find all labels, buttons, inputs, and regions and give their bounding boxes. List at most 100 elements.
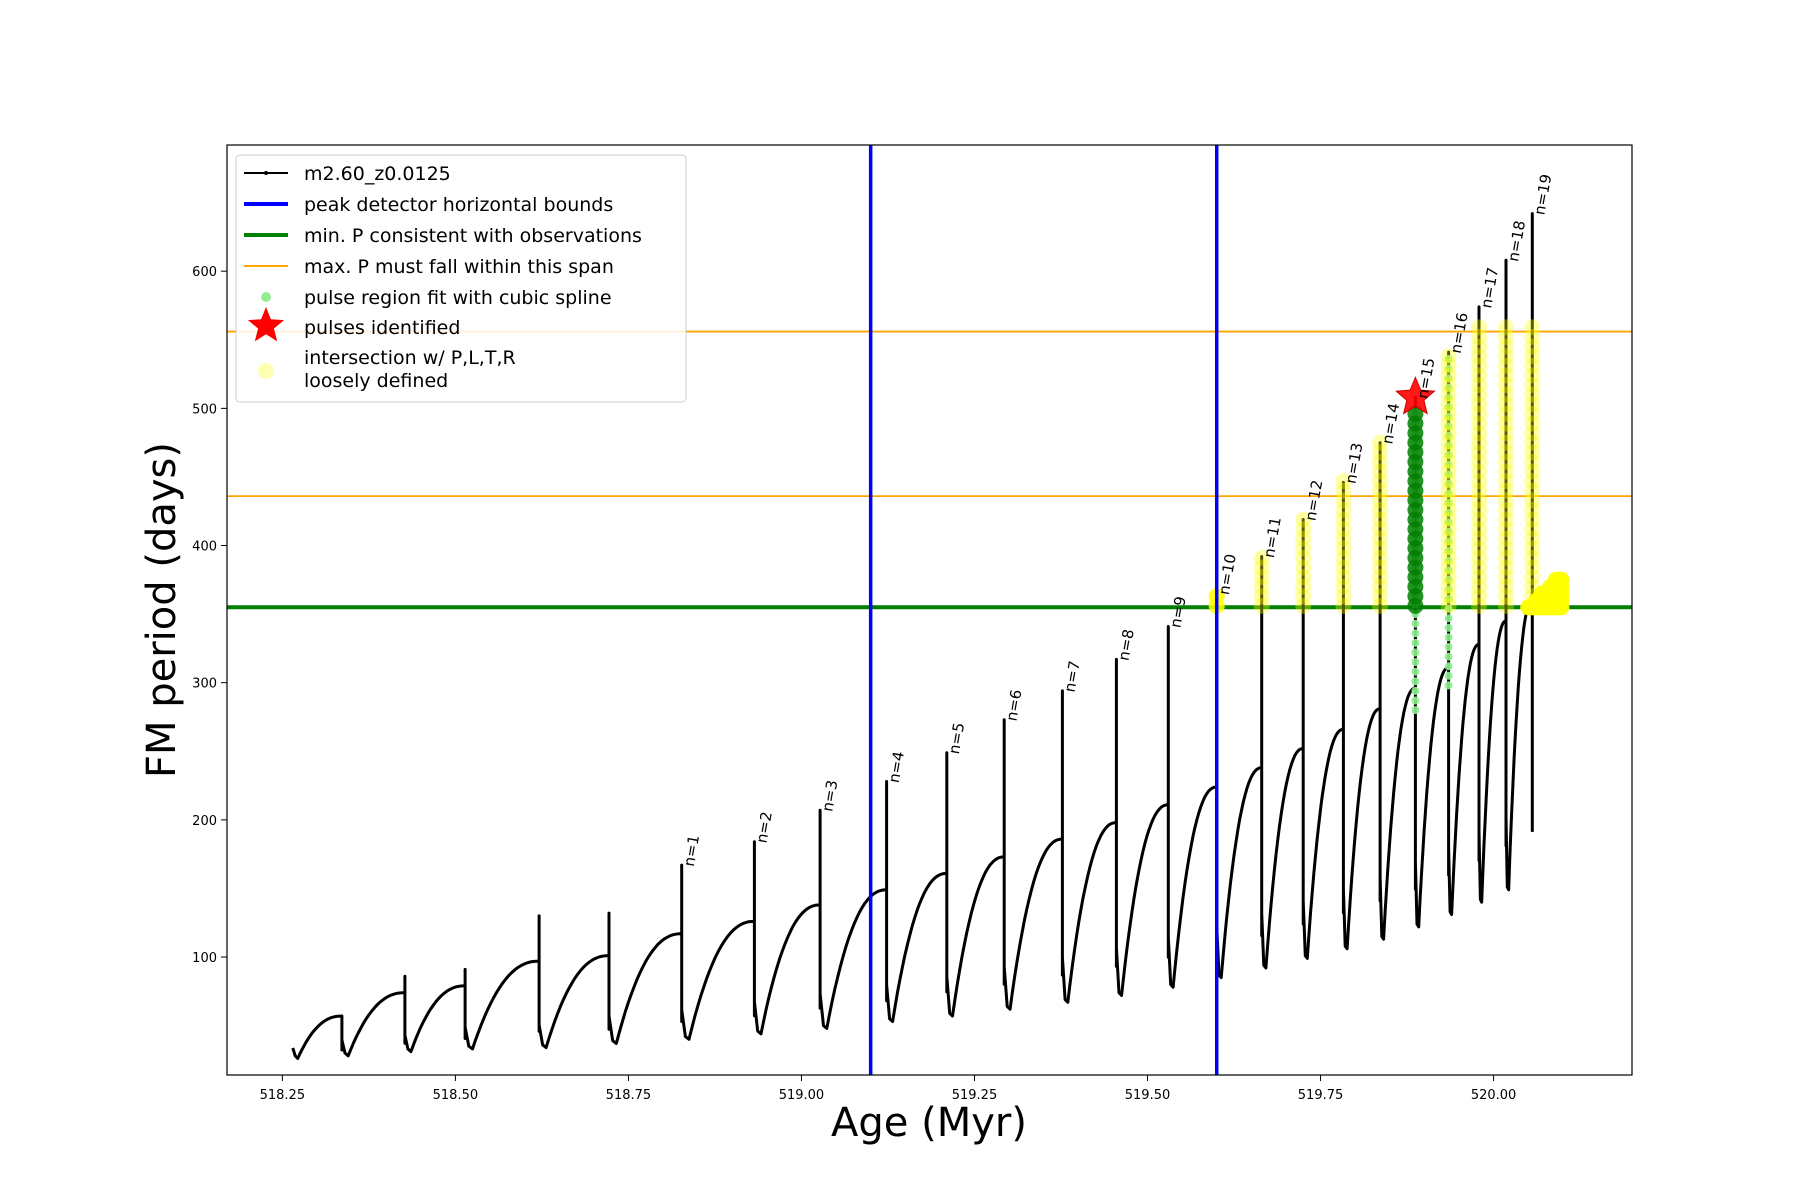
- intersection-point: [1471, 405, 1487, 422]
- spline-point: [1444, 652, 1453, 661]
- intersection-point: [1440, 530, 1457, 547]
- intersection-point: [1498, 463, 1514, 480]
- series-line-m2.60_z0.0125: [291, 212, 1534, 1060]
- intersection-point: [1524, 348, 1541, 365]
- x-tick-label: 519.00: [779, 1088, 825, 1103]
- spline-point: [1444, 441, 1453, 450]
- y-tick-label: 300: [192, 677, 217, 692]
- intersection-point: [1471, 415, 1487, 432]
- intersection-point: [1471, 569, 1487, 586]
- intersection-point: [1524, 386, 1541, 403]
- pulse-label: n=10: [1215, 553, 1240, 597]
- legend-intersection-label: intersection w/ P,L,T,R: [304, 347, 516, 369]
- intersection-point: [1372, 597, 1389, 614]
- intersection-point: [1440, 501, 1457, 518]
- spline-point: [1444, 662, 1453, 671]
- pulse-identified-star: [1395, 376, 1436, 415]
- intersection-point: [1440, 492, 1457, 509]
- intersection-point: [1440, 367, 1457, 384]
- intersection-point: [1253, 549, 1270, 566]
- intersection-point: [1498, 377, 1514, 393]
- intersection-point: [1440, 569, 1457, 586]
- intersection-point: [1440, 540, 1457, 557]
- intersection-point: [1440, 511, 1457, 528]
- x-axis-ticks: 518.25 518.50 518.75 519.00 519.25 519.50 519.…: [260, 1075, 1517, 1103]
- legend-maxp-label: max. P must fall within this span: [304, 256, 614, 278]
- spline-point: [1444, 585, 1453, 594]
- intersection-point: [1498, 444, 1514, 461]
- period-track: [291, 212, 1534, 1060]
- intersection-point: [1335, 492, 1352, 509]
- intersection-point: [1372, 492, 1389, 509]
- spline-point: [1444, 614, 1453, 623]
- intersection-point: [1471, 463, 1487, 480]
- intersection-point: [1440, 473, 1457, 490]
- intersection-point: [1335, 597, 1352, 614]
- legend-spline-dot: [261, 292, 271, 302]
- pulse-label: n=19: [1531, 173, 1556, 217]
- intersection-point: [1498, 329, 1514, 345]
- pulse-label: n=17: [1477, 266, 1502, 310]
- intersection-point: [1335, 530, 1352, 547]
- axes-frame: [226, 144, 1633, 1076]
- intersection-point: [1471, 377, 1487, 393]
- selected-pulse-point: [1407, 405, 1424, 422]
- intersection-point: [1524, 521, 1541, 538]
- legend-box: [235, 154, 687, 403]
- intersection-point: [1295, 588, 1312, 605]
- intersection-point: [1372, 578, 1389, 595]
- spline-point: [1444, 470, 1453, 479]
- intersection-point: [1372, 559, 1389, 576]
- legend-spline-label: pulse region fit with cubic spline: [304, 287, 612, 309]
- intersection-point: [1471, 453, 1487, 470]
- intersection-point: [1498, 511, 1514, 528]
- intersection-point: [1440, 453, 1457, 470]
- intersection-point: [1253, 559, 1270, 576]
- intersection-point: [1471, 530, 1487, 547]
- intersection-point: [1295, 540, 1312, 557]
- spline-point: [1411, 667, 1420, 676]
- spline-point: [1444, 547, 1453, 555]
- intersection-point: [1471, 482, 1487, 499]
- intersection-point: [1471, 396, 1487, 413]
- intersection-point: [1524, 319, 1541, 336]
- spline-point: [1444, 681, 1453, 690]
- intersection-point: [1524, 415, 1541, 432]
- spline-point: [1411, 706, 1420, 715]
- intersection-point: [1471, 492, 1487, 509]
- spline-point: [1444, 460, 1453, 469]
- spline-point: [1411, 686, 1420, 695]
- pulse-label: n=2: [753, 810, 776, 844]
- intersection-point: [1471, 511, 1487, 528]
- intersection-point: [1372, 501, 1389, 518]
- y-axis-title: FM period (days): [139, 442, 185, 778]
- spline-point: [1411, 619, 1420, 628]
- x-tick-label: 520.00: [1471, 1088, 1517, 1103]
- spline-point: [1444, 499, 1453, 507]
- spline-point: [1411, 648, 1420, 657]
- pulse-label: n=1: [680, 834, 703, 868]
- intersection-point: [1372, 530, 1389, 547]
- y-tick-label: 600: [192, 265, 217, 280]
- intersection-point: [1498, 338, 1514, 355]
- intersection-point: [1524, 367, 1541, 384]
- intersection-point: [1524, 453, 1541, 470]
- legend-pulses-label: pulses identified: [304, 317, 460, 339]
- intersection-point: [1471, 386, 1487, 403]
- pulse-label: n=16: [1447, 311, 1472, 355]
- intersection-point: [1471, 367, 1487, 384]
- intersection-point: [1498, 569, 1514, 586]
- intersection-point: [1440, 588, 1457, 605]
- intersection-point: [1524, 549, 1541, 566]
- intersection-point: [1471, 597, 1487, 614]
- intersection-point: [1498, 549, 1514, 566]
- intersection-point: [1524, 357, 1541, 374]
- spline-point: [1411, 696, 1420, 705]
- x-axis-title: Age (Myr): [831, 1100, 1027, 1146]
- intersection-point: [1524, 473, 1541, 490]
- intersection-point: [1498, 530, 1514, 547]
- y-axis-ticks: 100 200 300 400 500 600: [192, 265, 227, 966]
- intersection-point: [1524, 338, 1541, 355]
- spline-point: [1411, 638, 1420, 647]
- intersection-point: [1372, 511, 1389, 528]
